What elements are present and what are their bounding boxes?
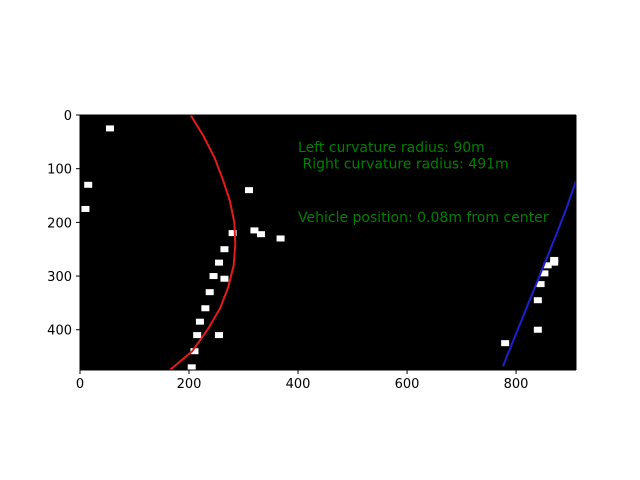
y-tick-label: 400 [47,324,72,339]
x-tick-label: 400 [286,377,311,392]
lane-pixel [244,187,253,194]
lane-pixel [84,181,93,188]
right-lane-fit [502,180,576,367]
lane-pixel [540,270,549,277]
lane-pixel [220,246,229,253]
lane-pixel [543,262,552,269]
y-tick-label: 200 [47,216,72,231]
lane-pixel [214,332,223,339]
lane-pixel [201,305,210,312]
lane-pixel [533,326,542,333]
lane-pixel [228,230,237,237]
noise-pixels [81,125,559,347]
lane-pixel [205,289,214,296]
y-tick-label: 0 [64,109,72,124]
lane-pixel [550,259,559,266]
lane-pixel [536,281,545,288]
annotation-text: Vehicle position: 0.08m from center [298,210,549,226]
y-tick-label: 100 [47,163,72,178]
annotation-text: Left curvature radius: 90m [298,140,485,156]
left-lane-pixels [187,230,237,370]
lane-pixel [190,348,199,355]
x-tick-label: 800 [504,377,529,392]
lane-pixel [220,275,229,282]
lane-pixel [209,273,218,280]
y-tick-label: 300 [47,270,72,285]
lane-pixel [195,318,204,325]
lane-pixel [250,227,259,234]
lane-pixel [214,259,223,266]
lane-pixel [105,125,114,132]
lane-pixel [256,231,265,238]
x-tick-label: 200 [177,377,202,392]
left-lane-fit [169,115,237,370]
lane-pixel [276,235,285,242]
x-tick-label: 0 [76,377,84,392]
plot-area [80,115,576,370]
lane-pixel [193,332,202,339]
lane-pixel [187,364,196,370]
lane-pixel [533,297,542,304]
lane-pixel [501,340,510,347]
annotation-text: Right curvature radius: 491m [298,156,509,172]
x-tick-label: 600 [395,377,420,392]
lane-pixel [81,205,90,212]
